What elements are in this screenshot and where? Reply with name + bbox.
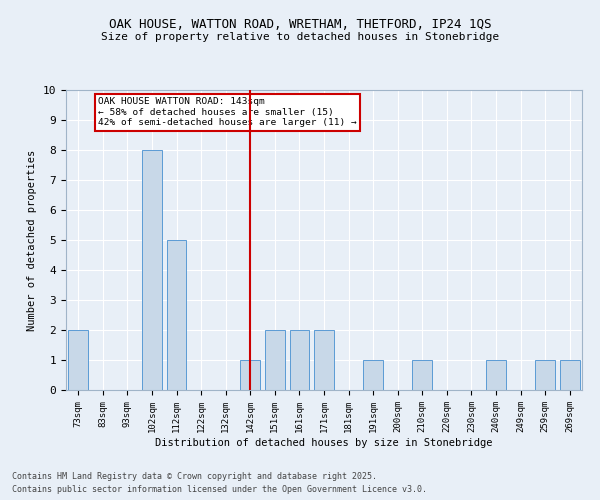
Text: Size of property relative to detached houses in Stonebridge: Size of property relative to detached ho…: [101, 32, 499, 42]
Text: OAK HOUSE, WATTON ROAD, WRETHAM, THETFORD, IP24 1QS: OAK HOUSE, WATTON ROAD, WRETHAM, THETFOR…: [109, 18, 491, 30]
Y-axis label: Number of detached properties: Number of detached properties: [27, 150, 37, 330]
Text: OAK HOUSE WATTON ROAD: 143sqm
← 58% of detached houses are smaller (15)
42% of s: OAK HOUSE WATTON ROAD: 143sqm ← 58% of d…: [98, 98, 356, 128]
Bar: [167, 240, 187, 390]
Bar: [265, 330, 284, 390]
Bar: [560, 360, 580, 390]
Bar: [314, 330, 334, 390]
Bar: [68, 330, 88, 390]
Bar: [486, 360, 506, 390]
Text: Contains public sector information licensed under the Open Government Licence v3: Contains public sector information licen…: [12, 485, 427, 494]
Bar: [142, 150, 162, 390]
Text: Contains HM Land Registry data © Crown copyright and database right 2025.: Contains HM Land Registry data © Crown c…: [12, 472, 377, 481]
X-axis label: Distribution of detached houses by size in Stonebridge: Distribution of detached houses by size …: [155, 438, 493, 448]
Bar: [412, 360, 432, 390]
Bar: [364, 360, 383, 390]
Bar: [290, 330, 309, 390]
Bar: [535, 360, 555, 390]
Bar: [241, 360, 260, 390]
